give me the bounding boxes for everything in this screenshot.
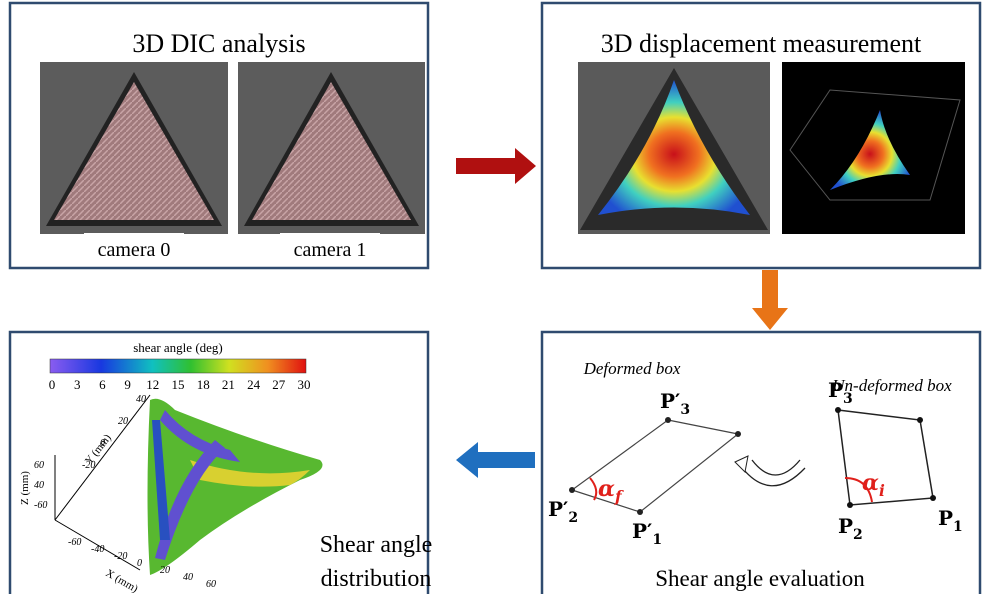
axis-tick-label: 20 (118, 416, 128, 427)
colorbar (50, 359, 306, 373)
axis-tick-label: -60 (68, 537, 81, 548)
label: Deformed box (583, 359, 681, 378)
axis-tick-label: 40 (183, 572, 193, 583)
colorbar-tick-label: 18 (197, 377, 210, 392)
colorbar-tick-label: 12 (146, 377, 159, 392)
axis-label: Z (mm) (19, 471, 31, 505)
panel-title: 3D DIC analysis (132, 29, 305, 58)
axis-tick-label: 0 (137, 558, 142, 569)
colorbar-tick-label: 30 (298, 377, 311, 392)
axis-tick-label: 40 (34, 480, 44, 491)
caption: camera 1 (294, 239, 367, 261)
colorbar-tick-label: 3 (74, 377, 81, 392)
colorbar-tick-label: 9 (124, 377, 131, 392)
axis-tick-label: -60 (34, 500, 47, 511)
axis-tick-label: 60 (206, 579, 216, 590)
colorbar-tick-label: 21 (222, 377, 235, 392)
colorbar-tick-label: 6 (99, 377, 106, 392)
colorbar-title: shear angle (deg) (133, 340, 223, 355)
axis-tick-label: 40 (136, 394, 146, 405)
colorbar-tick-label: 0 (49, 377, 56, 392)
colorbar-tick-label: 27 (272, 377, 286, 392)
axis-tick-label: 20 (160, 565, 170, 576)
panel-title: Shear angle evaluation (655, 566, 865, 591)
axis-tick-label: 60 (34, 460, 44, 471)
axis-tick-label: -40 (91, 544, 104, 555)
colorbar-tick-label: 15 (172, 377, 185, 392)
arrow (456, 148, 536, 184)
axis-tick-label: -20 (114, 551, 127, 562)
arrow (752, 270, 788, 330)
arrow (456, 442, 535, 478)
colorbar-tick-label: 24 (247, 377, 261, 392)
panel-title: 3D displacement measurement (601, 29, 922, 58)
caption: camera 0 (98, 239, 171, 261)
diagram: 3D DIC analysis camera 0 camera 1 3D dis… (0, 0, 990, 594)
